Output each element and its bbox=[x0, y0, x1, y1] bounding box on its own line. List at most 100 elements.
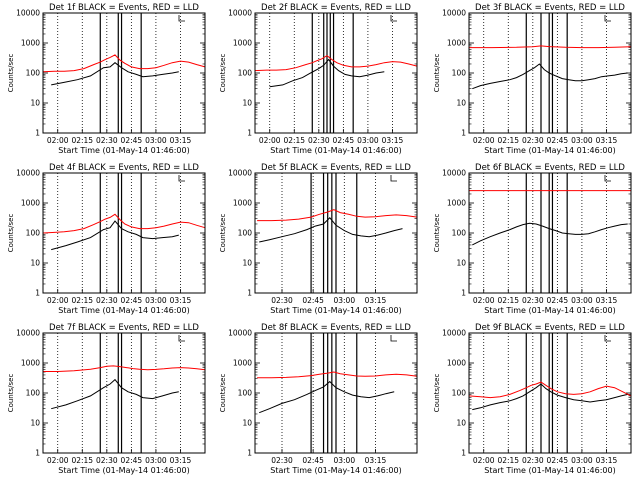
corner-bracket bbox=[390, 335, 397, 342]
panel-title: Det 3f BLACK = Events, RED = LLD bbox=[475, 3, 625, 13]
panel-title: Det 5f BLACK = Events, RED = LLD bbox=[261, 163, 411, 173]
plot-frame bbox=[468, 172, 632, 294]
y-tick-label: 1 bbox=[247, 289, 252, 298]
series-lld-line bbox=[42, 213, 206, 234]
y-tick-label: 1 bbox=[247, 449, 252, 458]
series-events-line bbox=[51, 220, 179, 251]
y-tick-label: 10 bbox=[456, 99, 466, 108]
y-tick-label: 10 bbox=[456, 259, 466, 268]
x-axis-label: Start Time (01-May-14 01:46:00) bbox=[270, 306, 401, 315]
y-tick-label: 100 bbox=[26, 389, 41, 398]
y-tick-label: 1 bbox=[247, 129, 252, 138]
y-axis-label: Counts/sec bbox=[7, 374, 15, 413]
panel-title: Det 1f BLACK = Events, RED = LLD bbox=[49, 3, 199, 13]
y-tick-label: 1000 bbox=[233, 359, 252, 368]
corner-bracket bbox=[390, 175, 397, 182]
x-tick-label: 02:15 bbox=[497, 136, 519, 145]
panel-title: Det 2f BLACK = Events, RED = LLD bbox=[261, 3, 411, 13]
x-tick-label: 02:00 bbox=[47, 136, 69, 145]
x-tick-label: 02:15 bbox=[71, 456, 93, 465]
x-tick-label: 02:30 bbox=[308, 136, 330, 145]
x-tick-label: 02:00 bbox=[47, 296, 69, 305]
plot-frame bbox=[468, 12, 632, 134]
y-tick-label: 100 bbox=[452, 229, 467, 238]
x-tick-label: 02:15 bbox=[497, 456, 519, 465]
panel-title: Det 4f BLACK = Events, RED = LLD bbox=[49, 163, 199, 173]
x-tick-label: 02:30 bbox=[522, 296, 544, 305]
x-tick-label: 03:00 bbox=[333, 456, 355, 465]
plot-frame bbox=[254, 12, 418, 134]
x-tick-label: 02:00 bbox=[473, 456, 495, 465]
series-events-line bbox=[472, 383, 628, 411]
panel-9: Det 9f BLACK = Events, RED = LLD Counts/s… bbox=[433, 323, 632, 475]
panel-7: Det 7f BLACK = Events, RED = LLD Counts/s… bbox=[7, 323, 206, 475]
y-tick-label: 10000 bbox=[228, 9, 252, 18]
y-tick-label: 1000 bbox=[21, 39, 40, 48]
series-lld-line bbox=[468, 381, 632, 399]
x-tick-label: 03:00 bbox=[145, 296, 167, 305]
x-tick-label: 02:00 bbox=[473, 136, 495, 145]
panel-title: Det 6f BLACK = Events, RED = LLD bbox=[475, 163, 625, 173]
x-tick-label: 02:30 bbox=[522, 456, 544, 465]
series-events-line bbox=[259, 380, 395, 414]
x-tick-label: 02:30 bbox=[96, 456, 118, 465]
y-tick-label: 10 bbox=[30, 99, 40, 108]
x-tick-label: 02:00 bbox=[47, 456, 69, 465]
plot-frame bbox=[254, 332, 418, 454]
x-tick-label: 03:00 bbox=[145, 136, 167, 145]
x-tick-label: 03:15 bbox=[382, 136, 404, 145]
y-tick-label: 10000 bbox=[228, 329, 252, 338]
x-tick-label: 03:00 bbox=[571, 456, 593, 465]
x-axis-label: Start Time (01-May-14 01:46:00) bbox=[58, 306, 189, 315]
x-tick-label: 02:15 bbox=[497, 296, 519, 305]
y-tick-label: 1000 bbox=[447, 359, 466, 368]
x-tick-label: 03:00 bbox=[145, 456, 167, 465]
x-tick-label: 02:45 bbox=[302, 456, 324, 465]
plot-frame bbox=[42, 12, 206, 134]
x-tick-label: 02:30 bbox=[522, 136, 544, 145]
y-tick-label: 100 bbox=[26, 69, 41, 78]
y-tick-label: 1000 bbox=[447, 39, 466, 48]
x-tick-label: 02:45 bbox=[547, 456, 569, 465]
y-tick-label: 100 bbox=[26, 229, 41, 238]
x-tick-label: 02:00 bbox=[473, 296, 495, 305]
corner-bracket bbox=[604, 335, 611, 342]
y-tick-label: 10000 bbox=[442, 169, 466, 178]
plot-frame bbox=[468, 332, 632, 454]
x-tick-label: 03:15 bbox=[596, 296, 618, 305]
series-lld-line bbox=[257, 209, 418, 222]
y-tick-label: 10 bbox=[456, 419, 466, 428]
x-axis-label: Start Time (01-May-14 01:46:00) bbox=[484, 146, 615, 155]
y-axis-label: Counts/sec bbox=[219, 54, 227, 93]
series-lld-line bbox=[254, 54, 418, 72]
panel-title: Det 7f BLACK = Events, RED = LLD bbox=[49, 323, 199, 333]
series-lld-line bbox=[42, 54, 206, 73]
x-tick-label: 02:45 bbox=[547, 136, 569, 145]
series-events-line bbox=[51, 378, 179, 410]
corner-bracket bbox=[604, 15, 611, 22]
y-tick-label: 1 bbox=[461, 289, 466, 298]
x-axis-label: Start Time (01-May-14 01:46:00) bbox=[484, 466, 615, 475]
panel-title: Det 9f BLACK = Events, RED = LLD bbox=[475, 323, 625, 333]
y-tick-label: 10000 bbox=[442, 329, 466, 338]
x-tick-label: 03:15 bbox=[365, 456, 387, 465]
y-tick-label: 100 bbox=[452, 389, 467, 398]
series-events-line bbox=[472, 63, 628, 90]
panel-2: Det 2f BLACK = Events, RED = LLD Counts/s… bbox=[219, 3, 418, 155]
x-tick-label: 02:45 bbox=[302, 296, 324, 305]
x-tick-label: 02:45 bbox=[121, 136, 143, 145]
panel-1: Det 1f BLACK = Events, RED = LLD Counts/s… bbox=[7, 3, 206, 155]
x-tick-label: 03:00 bbox=[333, 296, 355, 305]
y-tick-label: 1000 bbox=[21, 199, 40, 208]
x-tick-label: 03:15 bbox=[170, 456, 192, 465]
x-tick-label: 03:15 bbox=[596, 136, 618, 145]
corner-bracket bbox=[390, 15, 397, 22]
y-tick-label: 1 bbox=[35, 449, 40, 458]
y-tick-label: 10 bbox=[242, 259, 252, 268]
corner-bracket bbox=[178, 335, 185, 342]
x-axis-label: Start Time (01-May-14 01:46:00) bbox=[58, 466, 189, 475]
panel-6: Det 6f BLACK = Events, RED = LLD Counts/s… bbox=[433, 163, 632, 315]
x-tick-label: 03:15 bbox=[596, 456, 618, 465]
y-tick-label: 10000 bbox=[16, 9, 40, 18]
y-tick-label: 100 bbox=[452, 69, 467, 78]
